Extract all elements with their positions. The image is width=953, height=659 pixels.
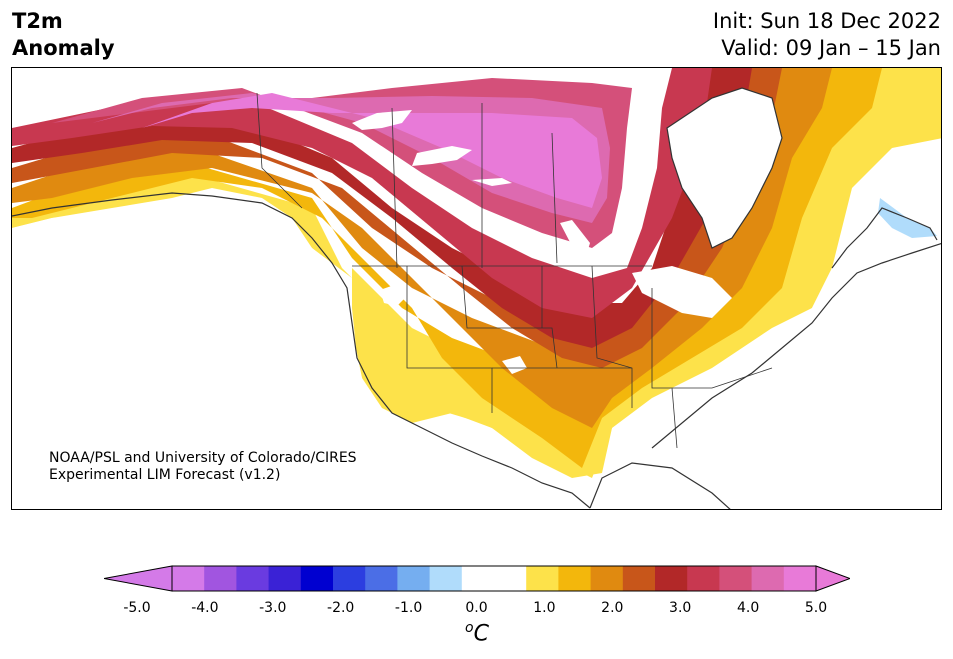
colorbar-segment xyxy=(397,566,431,591)
colorbar-segment xyxy=(783,566,817,591)
colorbar-segment xyxy=(236,566,270,591)
title-line-1: T2m xyxy=(12,9,63,33)
colorbar-segment xyxy=(172,566,205,591)
init-date: Init: Sun 18 Dec 2022 xyxy=(712,9,941,33)
title-line-2: Anomaly xyxy=(12,36,115,60)
date-info: Init: Sun 18 Dec 2022 Valid: 09 Jan – 15… xyxy=(713,8,941,62)
colorbar-segments xyxy=(171,565,817,592)
unit-degree: o xyxy=(465,620,474,636)
colorbar-tick-label: 0.0 xyxy=(465,600,488,616)
map-title: T2m Anomaly xyxy=(12,8,115,62)
colorbar-segment xyxy=(365,566,398,591)
colorbar-tick-label: -2.0 xyxy=(327,600,355,616)
colorbar-segment xyxy=(622,566,656,591)
colorbar-segment xyxy=(204,566,237,591)
colorbar-segment xyxy=(494,566,527,591)
colorbar-segment xyxy=(526,566,559,591)
colorbar-segment xyxy=(751,566,785,591)
atlantic-ocean xyxy=(612,238,941,509)
band-red xyxy=(12,68,752,348)
credit-line-1: NOAA/PSL and University of Colorado/CIRE… xyxy=(49,450,357,466)
colorbar-tick-label: 3.0 xyxy=(669,600,692,616)
colorbar-segment xyxy=(429,566,463,591)
map-canvas xyxy=(12,68,941,509)
nevada-white xyxy=(380,284,407,306)
unit-celsius: C xyxy=(473,621,489,647)
colorbar-segment xyxy=(333,566,366,591)
pacific-ocean xyxy=(12,208,572,509)
colorbar-tick-label: -5.0 xyxy=(123,600,151,616)
band-gold xyxy=(12,68,882,468)
valid-range: Valid: 09 Jan – 15 Jan xyxy=(721,36,941,60)
great-lakes xyxy=(632,266,732,318)
state-borders xyxy=(256,92,773,449)
band-lightblue xyxy=(878,198,937,238)
coastlines xyxy=(12,87,941,509)
lake-winnipeg xyxy=(560,220,590,253)
colorbar-segment xyxy=(719,566,753,591)
colorbar-tick-label: 1.0 xyxy=(533,600,556,616)
anomaly-map xyxy=(11,67,942,510)
arizona-white xyxy=(502,356,527,374)
colorbar-tick-label: -4.0 xyxy=(191,600,219,616)
colorbar-segment xyxy=(461,566,495,591)
unit-label: oC xyxy=(465,620,489,646)
colorbar-segment xyxy=(300,566,334,591)
colorbar-segment xyxy=(590,566,624,591)
colorbar xyxy=(104,565,850,592)
great-bear-lake xyxy=(412,146,472,166)
colorbar-segment xyxy=(558,566,592,591)
colorbar-under-arrow xyxy=(104,565,173,592)
colorbar-segment xyxy=(268,566,302,591)
colorbar-tick-label: 2.0 xyxy=(601,600,624,616)
band-magenta xyxy=(142,93,602,208)
colorbar-tick-label: 4.0 xyxy=(736,600,760,616)
band-darkorange xyxy=(12,68,782,368)
colorbar-tick-label: -3.0 xyxy=(259,600,287,616)
gulf-of-mexico xyxy=(592,463,729,509)
colorbar-tick-label: 5.0 xyxy=(804,600,828,616)
credit-line-2: Experimental LIM Forecast (v1.2) xyxy=(49,467,281,483)
colorbar-segment xyxy=(655,566,688,591)
credit-text: NOAA/PSL and University of Colorado/CIRE… xyxy=(49,450,357,484)
colorbar-segment xyxy=(687,566,720,591)
great-slave-lake xyxy=(352,110,412,130)
colorbar-over-arrow xyxy=(815,565,850,592)
colorbar-tick-label: -1.0 xyxy=(394,600,423,616)
